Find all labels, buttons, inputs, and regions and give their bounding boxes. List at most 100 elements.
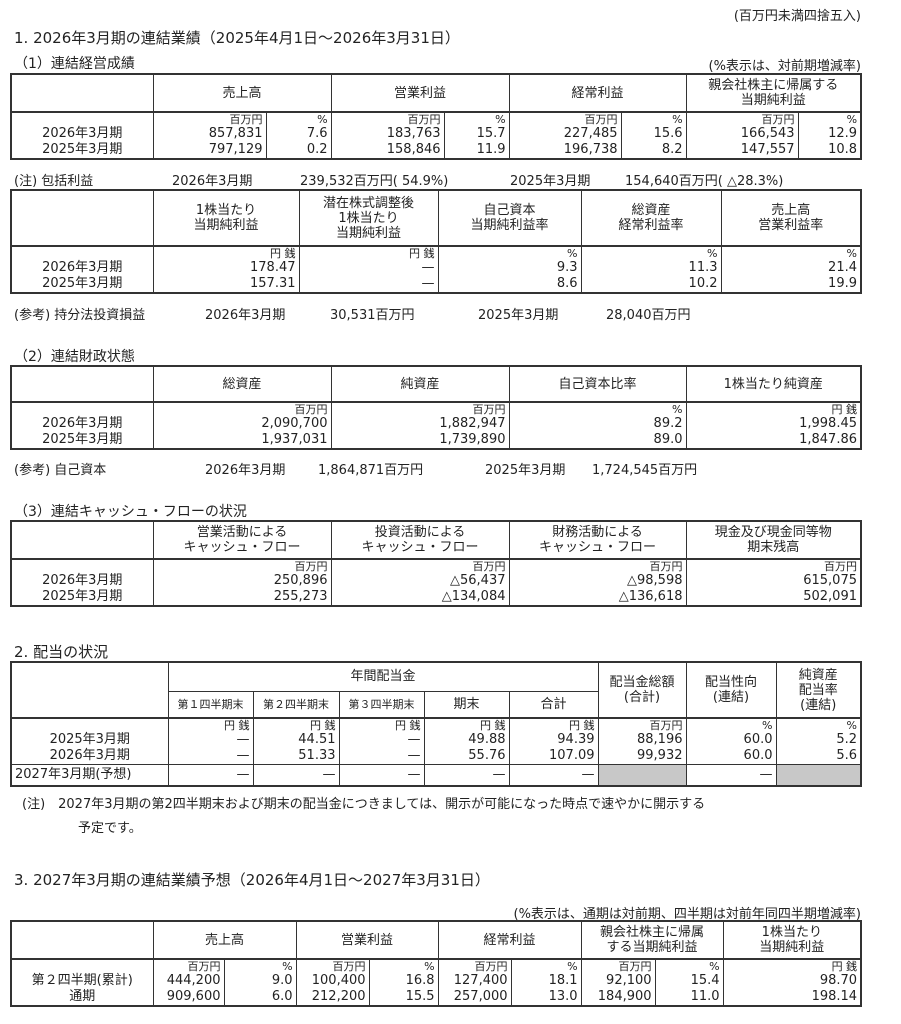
table-cell: — bbox=[338, 764, 425, 786]
row-label: 2026年3月期 bbox=[10, 416, 154, 432]
table-cell: 257,000 bbox=[437, 989, 512, 1006]
header-line: 1株当たり bbox=[338, 210, 399, 226]
equity-method-period-2: 2025年3月期 bbox=[478, 308, 559, 323]
table-cell: 1,847.86 bbox=[685, 432, 862, 449]
unit-label: 百万円 bbox=[437, 959, 512, 973]
table-cell: 1,739,890 bbox=[330, 432, 510, 449]
header-blank bbox=[10, 73, 154, 113]
column-header: 自己資本比率 bbox=[508, 365, 687, 403]
equity-label: (参考) 自己資本 bbox=[14, 463, 107, 478]
unit-label: % bbox=[443, 112, 510, 126]
table-cell: △98,598 bbox=[508, 573, 687, 589]
header-line: (連結) bbox=[800, 697, 837, 713]
unit-label: 円 銭 bbox=[722, 959, 862, 973]
column-header: 投資活動による キャッシュ・フロー bbox=[330, 520, 510, 560]
header-blank bbox=[10, 661, 169, 719]
equity-period-1: 2026年3月期 bbox=[205, 463, 286, 478]
header-line: 配当金総額 bbox=[609, 675, 675, 690]
table-cell: — bbox=[338, 748, 425, 765]
header-line: キャッシュ・フロー bbox=[361, 540, 479, 555]
table-cell: △136,618 bbox=[508, 589, 687, 606]
table-row: 2025年3月期 255,273 △134,084 △136,618 502,091 bbox=[10, 589, 862, 606]
section3-title: 3. 2027年3月期の連結業績予想（2026年4月1日～2027年3月31日） bbox=[14, 871, 490, 889]
table-cell: 44.51 bbox=[252, 732, 340, 748]
table-cell: — bbox=[338, 732, 425, 748]
table-cell: 198.14 bbox=[722, 989, 862, 1006]
column-header: 経常利益 bbox=[437, 920, 582, 960]
table-cell: 60.0 bbox=[685, 732, 777, 748]
table-cell: △56,437 bbox=[330, 573, 510, 589]
header-blank bbox=[10, 189, 154, 247]
column-header: 売上高 bbox=[152, 920, 297, 960]
table-cell: 8.2 bbox=[620, 142, 687, 159]
row-label: 2026年3月期 bbox=[10, 260, 154, 276]
header-line: キャッシュ・フロー bbox=[183, 540, 301, 555]
sub-header: 期末 bbox=[423, 690, 510, 719]
column-header: 経常利益 bbox=[508, 73, 687, 113]
row-label: 2026年3月期 bbox=[10, 126, 154, 142]
unit-label: 円 銭 bbox=[338, 718, 425, 732]
column-header: 配当性向 (連結) bbox=[685, 661, 777, 719]
table-cell: 227,485 bbox=[508, 126, 622, 142]
column-header: 1株当たり 当期純利益 bbox=[152, 189, 300, 247]
unit-label: % bbox=[437, 246, 582, 260]
table-row: 2026年3月期 2,090,700 1,882,947 89.2 1,998.45 bbox=[10, 416, 862, 432]
row-label: 2026年3月期 bbox=[10, 573, 154, 589]
dividend-note-line-1: (注) 2027年3月期の第2四半期末および期末の配当金につきましては、開示が可… bbox=[22, 797, 706, 812]
unit-label: 百万円 bbox=[330, 559, 510, 573]
table-cell: 15.4 bbox=[654, 973, 724, 989]
unit-label: % bbox=[654, 959, 724, 973]
unit-label bbox=[10, 246, 154, 260]
column-header: 売上高 bbox=[152, 73, 332, 113]
column-header: 現金及び現金同等物 期末残高 bbox=[685, 520, 862, 560]
header-line: 現金及び現金同等物 bbox=[714, 525, 832, 540]
table-cell: 157.31 bbox=[152, 276, 300, 293]
financial-position-table: 総資産 純資産 自己資本比率 1株当たり純資産 百万円 百万円% 円 銭 2026年3月期 2,… bbox=[10, 365, 862, 450]
column-header: 1株当たり 当期純利益 bbox=[722, 920, 862, 960]
unit-label: 円 銭 bbox=[685, 402, 862, 416]
section1-title: 1. 2026年3月期の連結業績（2025年4月1日～2026年3月31日） bbox=[14, 29, 460, 47]
rounding-note: (百万円未満四捨五入) bbox=[733, 9, 861, 24]
unit-label bbox=[10, 402, 154, 416]
dividend-note-line-2: 予定です。 bbox=[78, 821, 142, 836]
unit-label: 円 銭 bbox=[152, 246, 300, 260]
header-line: 営業利益率 bbox=[758, 218, 824, 233]
table-cell: 6.0 bbox=[223, 989, 297, 1006]
table-cell: 1,937,031 bbox=[152, 432, 332, 449]
cash-flow-title: （3）連結キャッシュ・フローの状況 bbox=[14, 504, 247, 520]
row-label: 通期 bbox=[10, 989, 154, 1006]
table-cell: 615,075 bbox=[685, 573, 862, 589]
table-cell: 10.2 bbox=[580, 276, 722, 293]
header-line: する当期純利益 bbox=[606, 940, 698, 955]
column-header: 配当金総額 (合計) bbox=[597, 661, 687, 719]
table-cell: — bbox=[252, 764, 340, 786]
equity-value-2: 1,724,545百万円 bbox=[592, 463, 698, 478]
header-line: 営業活動による bbox=[196, 525, 288, 540]
table-cell: 127,400 bbox=[437, 973, 512, 989]
table-cell: 19.9 bbox=[720, 276, 862, 293]
table-cell: 10.8 bbox=[797, 142, 862, 159]
header-line: 親会社株主に帰属する bbox=[708, 78, 839, 93]
table-row: 第２四半期(累計) 444,200 9.0 100,400 16.8 127,400 18.… bbox=[10, 973, 862, 989]
header-line: 当期純利益率 bbox=[470, 218, 549, 233]
table-cell: 196,738 bbox=[508, 142, 622, 159]
header-line: 営業利益 bbox=[394, 85, 447, 101]
table-cell: 89.0 bbox=[508, 432, 687, 449]
header-line: (連結) bbox=[712, 690, 750, 705]
unit-label bbox=[10, 718, 169, 732]
unit-label: 百万円 bbox=[685, 112, 799, 126]
header-line: 純資産 bbox=[798, 667, 838, 683]
unit-label: 円 銭 bbox=[252, 718, 340, 732]
header-line: 純資産 bbox=[400, 376, 440, 392]
sub-header: 第２四半期末 bbox=[252, 690, 340, 719]
unit-label: 百万円 bbox=[508, 559, 687, 573]
forecast-row: 2027年3月期(予想) — — — — — — bbox=[10, 764, 862, 786]
sub-header: 第３四半期末 bbox=[338, 690, 425, 719]
unit-label: % bbox=[368, 959, 439, 973]
header-line: (合計) bbox=[623, 690, 661, 705]
header-line: 自己資本 bbox=[483, 203, 536, 218]
equity-value-1: 1,864,871百万円 bbox=[318, 463, 424, 478]
column-header: 自己資本 当期純利益率 bbox=[437, 189, 582, 247]
unit-label: % bbox=[510, 959, 582, 973]
unit-label: 円 銭 bbox=[167, 718, 254, 732]
